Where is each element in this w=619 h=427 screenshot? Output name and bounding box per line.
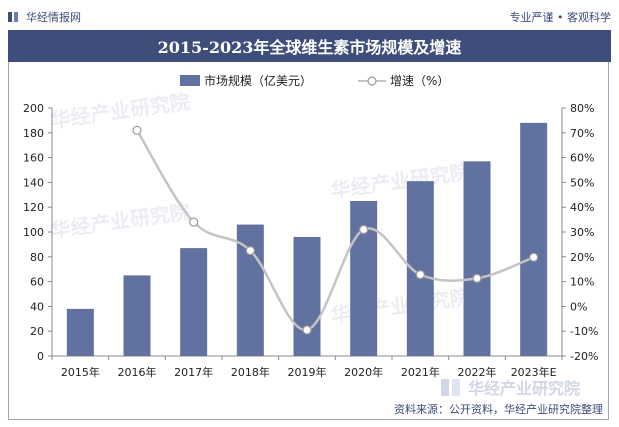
y-right-tick-label: 20% bbox=[570, 251, 594, 264]
y-right-tick-label: 80% bbox=[570, 102, 594, 115]
growth-point bbox=[359, 224, 369, 235]
bar bbox=[66, 308, 94, 356]
growth-point bbox=[529, 252, 539, 262]
bar bbox=[463, 161, 491, 356]
y-left-tick-label: 140 bbox=[23, 176, 44, 189]
legend-line-marker bbox=[367, 76, 377, 86]
legend-bar-label: 市场规模（亿美元） bbox=[204, 73, 312, 88]
brand-logo-icon bbox=[8, 12, 18, 22]
y-left-tick-label: 100 bbox=[23, 226, 44, 239]
growth-point bbox=[132, 125, 142, 135]
legend-line-label: 增速（%） bbox=[390, 74, 449, 88]
header-motto: 专业严谨 • 客观科学 bbox=[509, 11, 611, 24]
y-left-tick-label: 160 bbox=[23, 152, 44, 165]
legend-bar-swatch bbox=[180, 75, 200, 86]
y-left-tick-label: 120 bbox=[23, 201, 44, 214]
growth-point bbox=[245, 246, 255, 256]
bars bbox=[66, 122, 548, 356]
y-right-tick-label: -20% bbox=[570, 350, 598, 363]
x-tick-label: 2022年 bbox=[458, 365, 497, 379]
y-left-tick-label: 20 bbox=[30, 325, 44, 338]
growth-point bbox=[472, 273, 482, 283]
y-left-tick-label: 200 bbox=[23, 102, 44, 115]
x-tick-label: 2016年 bbox=[118, 365, 157, 379]
x-tick-label: 2018年 bbox=[231, 365, 270, 379]
growth-line bbox=[132, 125, 539, 335]
x-tick-label: 2023年E bbox=[511, 365, 557, 379]
brand: 华经情报网 bbox=[8, 9, 81, 25]
chart-title: 2015-2023年全球维生素市场规模及增速 bbox=[8, 30, 611, 62]
y-right-tick-label: -10% bbox=[570, 325, 598, 338]
x-tick-label: 2019年 bbox=[288, 365, 327, 379]
y-left-tick-label: 180 bbox=[23, 127, 44, 140]
header-bar: 华经情报网 专业严谨 • 客观科学 bbox=[8, 6, 611, 28]
x-tick-label: 2017年 bbox=[174, 365, 213, 379]
legend: 市场规模（亿美元） 增速（%） bbox=[180, 73, 449, 88]
brand-name: 华经情报网 bbox=[26, 11, 81, 24]
watermark-logo-icon bbox=[441, 379, 460, 396]
x-tick-label: 2015年 bbox=[61, 365, 100, 379]
y-left-tick-label: 60 bbox=[30, 276, 44, 289]
source-note: 资料来源：公开资料，华经产业研究院整理 bbox=[394, 403, 603, 416]
y-right-tick-label: 0% bbox=[570, 300, 587, 313]
watermark-logo-text: 华经产业研究院 bbox=[468, 379, 581, 398]
y-right-tick-label: 60% bbox=[570, 152, 594, 165]
watermark-logo: 华经产业研究院 bbox=[440, 372, 600, 402]
bar bbox=[293, 236, 321, 356]
x-tick-label: 2021年 bbox=[401, 365, 440, 379]
bar bbox=[180, 248, 208, 356]
x-tick-label: 2020年 bbox=[344, 365, 383, 379]
chart-frame bbox=[8, 62, 609, 420]
y-right-tick-label: 50% bbox=[570, 176, 594, 189]
y-right-tick-label: 40% bbox=[570, 201, 594, 214]
y-left-tick-label: 0 bbox=[37, 350, 44, 363]
bar bbox=[520, 122, 548, 356]
y-right-tick-label: 70% bbox=[570, 127, 594, 140]
growth-point bbox=[302, 325, 312, 335]
growth-point bbox=[415, 270, 425, 280]
y-right-tick-label: 30% bbox=[570, 226, 594, 239]
y-left-tick-label: 80 bbox=[30, 251, 44, 264]
y-right-tick-label: 10% bbox=[570, 276, 594, 289]
bar bbox=[123, 275, 151, 356]
y-left-tick-label: 40 bbox=[30, 300, 44, 313]
growth-point bbox=[189, 217, 199, 227]
bar bbox=[350, 201, 378, 356]
